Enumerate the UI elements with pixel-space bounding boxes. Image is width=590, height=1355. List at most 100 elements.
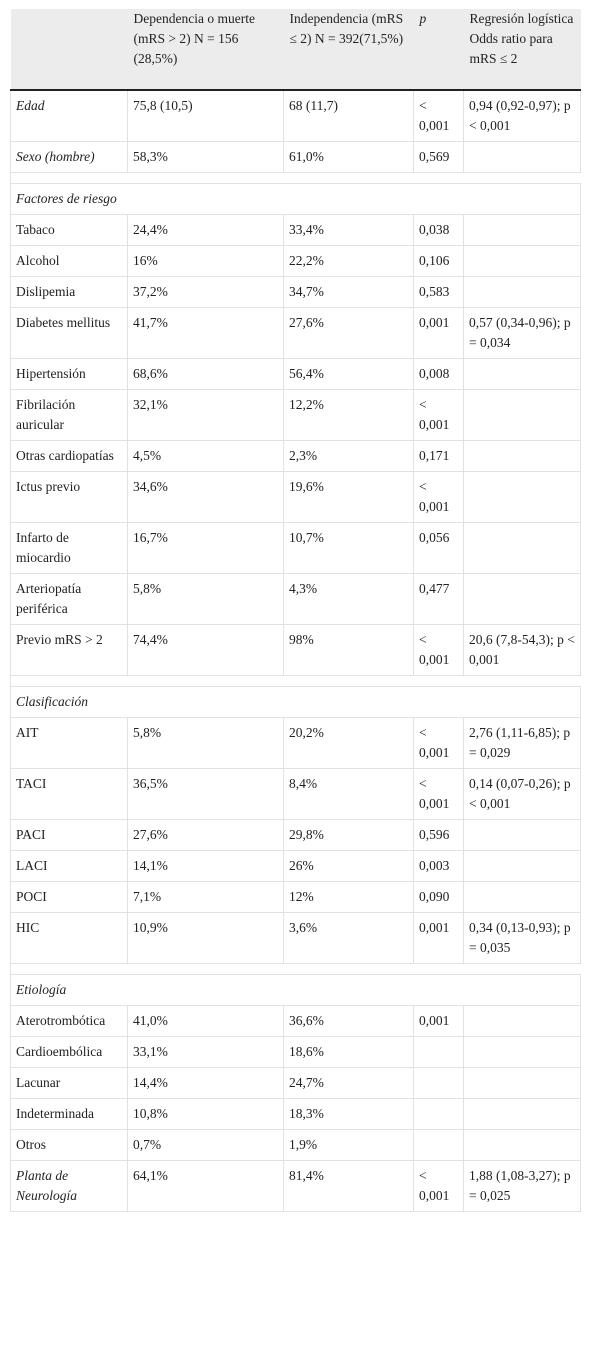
odds-ratio-value xyxy=(463,389,581,441)
independence-value: 19,6% xyxy=(283,471,414,523)
table-row: Cardioembólica 33,1% 18,6% xyxy=(10,1036,581,1068)
independence-value: 2,3% xyxy=(283,440,414,472)
p-value: 0,038 xyxy=(413,214,464,246)
table-row: POCI 7,1% 12% 0,090 xyxy=(10,881,581,913)
section-spacer xyxy=(10,963,581,975)
p-value: 0,106 xyxy=(413,245,464,277)
dependency-value: 5,8% xyxy=(127,717,284,769)
odds-ratio-value: 0,34 (0,13-0,93); p = 0,035 xyxy=(463,912,581,964)
odds-ratio-value xyxy=(463,440,581,472)
section-header-row: Clasificación xyxy=(10,686,581,718)
independence-value: 8,4% xyxy=(283,768,414,820)
dependency-value: 0,7% xyxy=(127,1129,284,1161)
row-label-text: PACI xyxy=(16,827,46,842)
row-label: Fibrilación auricular xyxy=(10,389,128,441)
row-label-text: Infarto de miocardio xyxy=(16,530,71,565)
odds-ratio-value xyxy=(463,850,581,882)
table-row: Otros 0,7% 1,9% xyxy=(10,1129,581,1161)
row-label-text: Previo mRS > 2 xyxy=(16,632,103,647)
dependency-value: 10,9% xyxy=(127,912,284,964)
p-value: < 0,001 xyxy=(413,1160,464,1212)
independence-value: 81,4% xyxy=(283,1160,414,1212)
table-row: Dislipemia 37,2% 34,7% 0,583 xyxy=(10,276,581,308)
table-row: Diabetes mellitus 41,7% 27,6% 0,001 0,57 (0,… xyxy=(10,307,581,359)
independence-value: 1,9% xyxy=(283,1129,414,1161)
header-dependency: Dependencia o muerte (mRS > 2) N = 156 (… xyxy=(127,9,284,91)
row-label: LACI xyxy=(10,850,128,882)
dependency-value: 14,4% xyxy=(127,1067,284,1099)
p-value: 0,596 xyxy=(413,819,464,851)
row-label-text: POCI xyxy=(16,889,47,904)
odds-ratio-value: 0,94 (0,92-0,97); p < 0,001 xyxy=(463,90,581,142)
independence-value: 68 (11,7) xyxy=(283,90,414,142)
dependency-value: 74,4% xyxy=(127,624,284,676)
odds-ratio-value xyxy=(463,522,581,574)
independence-value: 36,6% xyxy=(283,1005,414,1037)
odds-ratio-value: 2,76 (1,11-6,85); p = 0,029 xyxy=(463,717,581,769)
p-value: 0,001 xyxy=(413,912,464,964)
table-row: Fibrilación auricular 32,1% 12,2% < 0,001 xyxy=(10,389,581,441)
table-row: Tabaco 24,4% 33,4% 0,038 xyxy=(10,214,581,246)
independence-value: 22,2% xyxy=(283,245,414,277)
independence-value: 18,3% xyxy=(283,1098,414,1130)
p-value: 0,001 xyxy=(413,307,464,359)
row-label: Indeterminada xyxy=(10,1098,128,1130)
independence-value: 12% xyxy=(283,881,414,913)
row-label-text: Indeterminada xyxy=(16,1106,94,1121)
table-row: Previo mRS > 2 74,4% 98% < 0,001 20,6 (7,8-5… xyxy=(10,624,581,676)
table-row: LACI 14,1% 26% 0,003 xyxy=(10,850,581,882)
row-label-text: Arteriopatía periférica xyxy=(16,581,82,616)
dependency-value: 75,8 (10,5) xyxy=(127,90,284,142)
independence-value: 4,3% xyxy=(283,573,414,625)
header-row: Dependencia o muerte (mRS > 2) N = 156 (… xyxy=(10,9,581,91)
table-row: Indeterminada 10,8% 18,3% xyxy=(10,1098,581,1130)
spacer-cell xyxy=(10,963,581,975)
row-label: Otros xyxy=(10,1129,128,1161)
row-label: Hipertensión xyxy=(10,358,128,390)
independence-value: 20,2% xyxy=(283,717,414,769)
row-label: Dislipemia xyxy=(10,276,128,308)
table-row: Planta de Neurología 64,1% 81,4% < 0,001 1,8… xyxy=(10,1160,581,1212)
row-label-text: LACI xyxy=(16,858,48,873)
dependency-value: 24,4% xyxy=(127,214,284,246)
independence-value: 61,0% xyxy=(283,141,414,173)
dependency-value: 36,5% xyxy=(127,768,284,820)
dependency-value: 32,1% xyxy=(127,389,284,441)
odds-ratio-value xyxy=(463,1067,581,1099)
header-odds-ratio: Regresión logística Odds ratio para mRS … xyxy=(463,9,581,91)
p-value: < 0,001 xyxy=(413,717,464,769)
row-label: POCI xyxy=(10,881,128,913)
table-row: Aterotrombótica 41,0% 36,6% 0,001 xyxy=(10,1005,581,1037)
odds-ratio-value xyxy=(463,141,581,173)
table-row: AIT 5,8% 20,2% < 0,001 2,76 (1,11-6,85); p =… xyxy=(10,717,581,769)
section-title: Etiología xyxy=(10,974,581,1006)
p-value: 0,001 xyxy=(413,1005,464,1037)
independence-value: 56,4% xyxy=(283,358,414,390)
dependency-value: 27,6% xyxy=(127,819,284,851)
p-value: 0,583 xyxy=(413,276,464,308)
independence-value: 98% xyxy=(283,624,414,676)
row-label: TACI xyxy=(10,768,128,820)
table-row: Otras cardiopatías 4,5% 2,3% 0,171 xyxy=(10,440,581,472)
independence-value: 3,6% xyxy=(283,912,414,964)
dependency-value: 37,2% xyxy=(127,276,284,308)
independence-value: 10,7% xyxy=(283,522,414,574)
odds-ratio-value: 1,88 (1,08-3,27); p = 0,025 xyxy=(463,1160,581,1212)
table-row: HIC 10,9% 3,6% 0,001 0,34 (0,13-0,93); p = 0… xyxy=(10,912,581,964)
section-header-row: Factores de riesgo xyxy=(10,183,581,215)
row-label: Previo mRS > 2 xyxy=(10,624,128,676)
odds-ratio-value: 20,6 (7,8-54,3); p < 0,001 xyxy=(463,624,581,676)
p-value: < 0,001 xyxy=(413,624,464,676)
p-value xyxy=(413,1129,464,1161)
odds-ratio-value xyxy=(463,881,581,913)
row-label-text: Tabaco xyxy=(16,222,55,237)
row-label-text: Otras cardiopatías xyxy=(16,448,114,463)
independence-value: 12,2% xyxy=(283,389,414,441)
row-label: Alcohol xyxy=(10,245,128,277)
independence-value: 29,8% xyxy=(283,819,414,851)
table-row: Edad 75,8 (10,5) 68 (11,7) < 0,001 0,94 (0,9… xyxy=(10,90,581,142)
row-label-text: Otros xyxy=(16,1137,46,1152)
section-header-row: Etiología xyxy=(10,974,581,1006)
independence-value: 33,4% xyxy=(283,214,414,246)
independence-value: 26% xyxy=(283,850,414,882)
